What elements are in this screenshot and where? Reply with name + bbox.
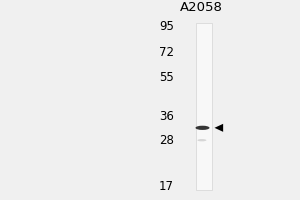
- Ellipse shape: [196, 126, 209, 130]
- Text: 36: 36: [159, 110, 174, 123]
- Text: 17: 17: [159, 180, 174, 193]
- Text: 28: 28: [159, 134, 174, 147]
- Text: A2058: A2058: [180, 1, 222, 14]
- Text: 55: 55: [159, 71, 174, 84]
- Bar: [196, 23, 212, 190]
- Text: 95: 95: [159, 20, 174, 33]
- Ellipse shape: [197, 139, 206, 141]
- Text: 72: 72: [159, 46, 174, 59]
- Polygon shape: [214, 124, 223, 132]
